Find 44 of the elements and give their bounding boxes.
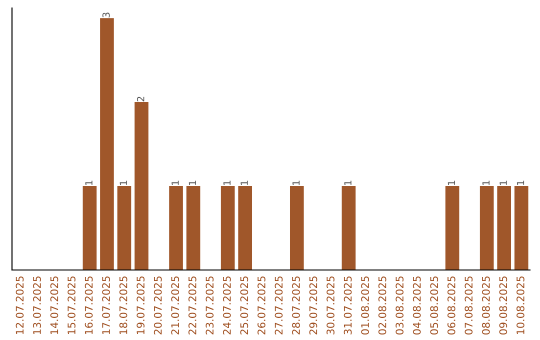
- x-tick-label: 02.08.2025: [378, 276, 386, 335]
- x-tick-label: 24.07.2025: [222, 276, 231, 334]
- x-tick-label: 06.08.2025: [447, 276, 456, 335]
- data-label: 1: [223, 180, 231, 185]
- x-tick-label: 20.07.2025: [154, 276, 162, 334]
- data-label: 1: [292, 180, 300, 185]
- x-tick-label: 08.08.2025: [482, 276, 490, 335]
- x-tick-label: 05.08.2025: [430, 276, 438, 335]
- x-tick-label: 18.07.2025: [119, 276, 128, 334]
- x-tick-label: 23.07.2025: [206, 276, 214, 334]
- x-tick-label: 07.08.2025: [464, 276, 473, 335]
- x-tick-label: 30.07.2025: [326, 276, 334, 334]
- data-label: 1: [448, 180, 455, 185]
- x-tick-label: 13.07.2025: [33, 276, 41, 334]
- x-tick-label: 17.07.2025: [102, 276, 110, 334]
- x-tick-label: 09.08.2025: [499, 276, 508, 335]
- x-tick-label: 19.07.2025: [136, 276, 145, 334]
- data-label: 1: [344, 180, 352, 185]
- x-tick-label: 01.08.2025: [361, 276, 369, 335]
- x-tick-label: 12.07.2025: [16, 276, 24, 334]
- data-label: 2: [136, 96, 144, 102]
- data-label: 1: [120, 180, 127, 185]
- x-tick-label: 14.07.2025: [50, 276, 58, 334]
- data-label: 1: [482, 180, 490, 185]
- data-label: 1: [500, 180, 507, 185]
- data-label: 1: [85, 180, 92, 185]
- x-tick-label: 29.07.2025: [309, 276, 318, 334]
- x-tick-label: 21.07.2025: [171, 276, 180, 334]
- x-tick-label: 31.07.2025: [344, 276, 352, 334]
- x-tick-label: 22.07.2025: [188, 276, 196, 334]
- x-tick-label: 27.07.2025: [274, 276, 283, 334]
- x-tick-label: 16.07.2025: [84, 276, 93, 334]
- data-label: 1: [516, 180, 524, 185]
- x-tick-label: 26.07.2025: [258, 276, 266, 334]
- data-label: 1: [188, 180, 196, 185]
- x-tick-label: 03.08.2025: [396, 276, 404, 335]
- x-tick-label: 25.07.2025: [240, 276, 248, 334]
- data-label: 1: [172, 180, 179, 185]
- x-tick-label: 10.08.2025: [516, 276, 524, 334]
- data-label: 1: [240, 180, 248, 185]
- x-tick-label: 15.07.2025: [68, 276, 76, 334]
- x-tick-label: 04.08.2025: [412, 276, 421, 335]
- x-tick-label: 28.07.2025: [292, 276, 300, 334]
- data-label: 3: [102, 12, 110, 18]
